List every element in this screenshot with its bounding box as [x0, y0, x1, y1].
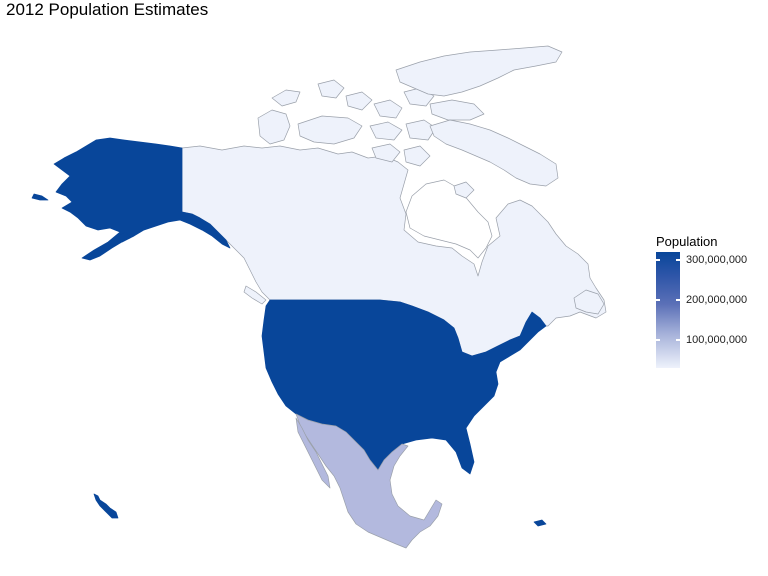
banks-island [257, 109, 291, 145]
island-f [369, 121, 403, 141]
map-title: 2012 Population Estimates [6, 0, 209, 19]
legend-tick [676, 339, 680, 341]
newfoundland [573, 289, 605, 315]
ellesmere-island [395, 45, 563, 97]
legend-tick [676, 259, 680, 261]
aleutian-islands [31, 193, 49, 201]
devon-island [429, 99, 485, 121]
region-mexico [295, 413, 443, 549]
vancouver-island [243, 285, 267, 305]
legend-title: Population [656, 234, 718, 249]
island-c [345, 91, 373, 111]
island-i [403, 145, 431, 167]
island-a [271, 89, 301, 107]
legend-tick [656, 339, 660, 341]
victoria-island [297, 115, 363, 145]
island-d [373, 99, 403, 119]
hudson-bay [405, 179, 493, 259]
legend-tick [656, 259, 660, 261]
puerto-rico [533, 519, 547, 527]
island-b [317, 79, 345, 99]
region-united-states [31, 137, 547, 527]
baja-california [295, 417, 331, 489]
alaska [53, 137, 231, 261]
legend-tick [676, 299, 680, 301]
baffin-island [429, 119, 559, 187]
legend-tick [656, 299, 660, 301]
legend-label-200m: 200,000,000 [686, 294, 748, 306]
island-h [371, 143, 401, 163]
region-canada [181, 45, 607, 357]
island-g [405, 119, 437, 141]
southampton-island [453, 181, 475, 199]
alaska-islands [117, 231, 131, 243]
mexico-mainland [295, 413, 443, 549]
legend-color-bar [656, 252, 680, 368]
legend-label-100m: 100,000,000 [686, 334, 748, 346]
hawaii [93, 493, 119, 519]
legend-label-300m: 300,000,000 [686, 254, 748, 266]
legend: Population 300,000,000 200,000,000 100,0… [656, 234, 766, 374]
